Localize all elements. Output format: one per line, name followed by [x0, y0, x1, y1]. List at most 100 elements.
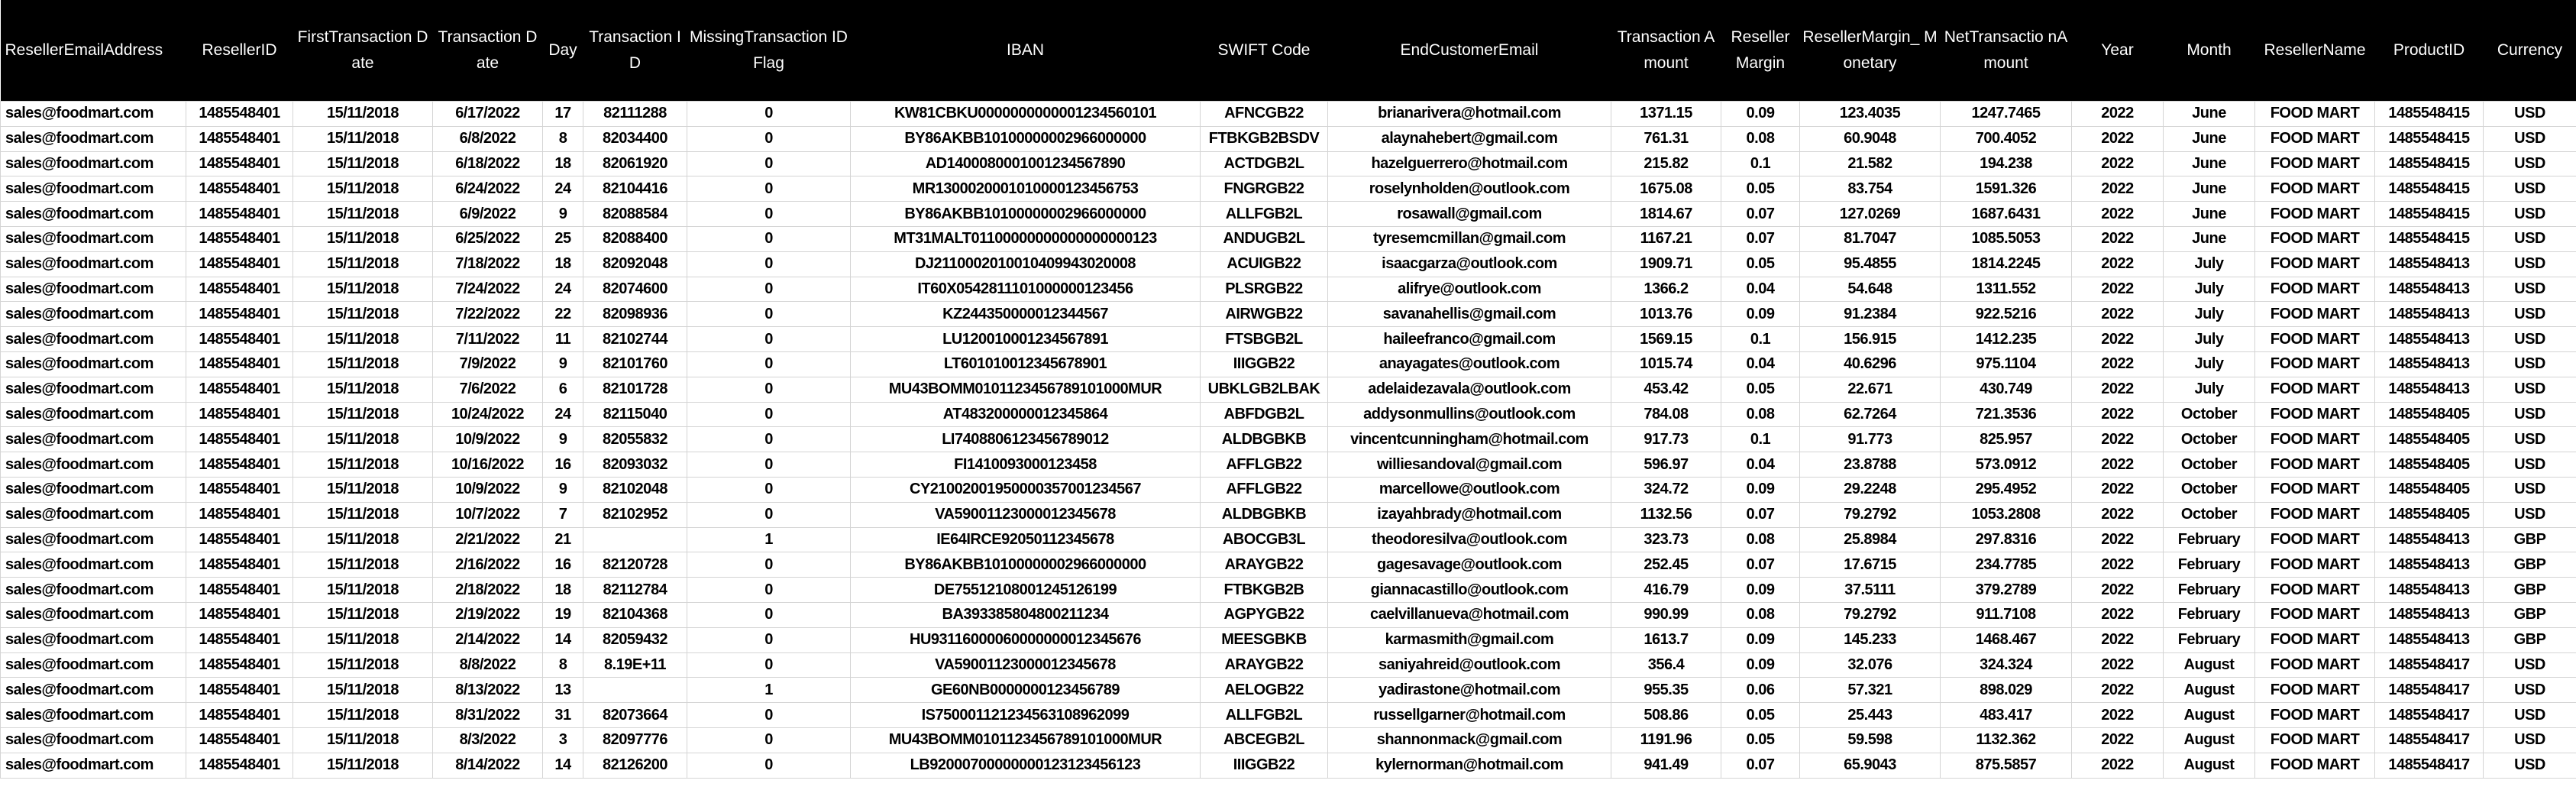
cell-net-transaction-amount[interactable]: 297.8316: [1940, 526, 2072, 553]
cell-net-transaction-amount[interactable]: 922.5216: [1940, 301, 2072, 328]
cell-transaction-id[interactable]: 82120728: [583, 552, 687, 578]
cell-product-id[interactable]: 1485548415: [2374, 151, 2484, 177]
cell-transaction-date[interactable]: 8/14/2022: [432, 752, 543, 779]
cell-reseller-margin-monetary[interactable]: 91.773: [1799, 426, 1941, 453]
cell-day[interactable]: 9: [542, 201, 583, 227]
cell-day[interactable]: 24: [542, 401, 583, 428]
cell-transaction-amount[interactable]: 1013.76: [1611, 301, 1721, 328]
cell-transaction-date[interactable]: 7/22/2022: [432, 301, 543, 328]
cell-net-transaction-amount[interactable]: 898.029: [1940, 677, 2072, 704]
cell-net-transaction-amount[interactable]: 1468.467: [1940, 627, 2072, 653]
cell-first-transaction-date[interactable]: 15/11/2018: [293, 727, 433, 753]
cell-day[interactable]: 7: [542, 501, 583, 528]
cell-iban[interactable]: VA59001123000012345678: [850, 652, 1201, 678]
cell-reseller-name[interactable]: FOOD MART: [2254, 627, 2375, 653]
cell-first-transaction-date[interactable]: 15/11/2018: [293, 125, 433, 152]
cell-reseller-name[interactable]: FOOD MART: [2254, 452, 2375, 478]
cell-transaction-date[interactable]: 7/18/2022: [432, 251, 543, 277]
cell-net-transaction-amount[interactable]: 234.7785: [1940, 552, 2072, 578]
cell-reseller-margin[interactable]: 0.07: [1721, 225, 1800, 252]
cell-reseller-name[interactable]: FOOD MART: [2254, 151, 2375, 177]
cell-swift-code[interactable]: ARAYGB22: [1200, 552, 1328, 578]
cell-reseller-margin[interactable]: 0.06: [1721, 677, 1800, 704]
cell-net-transaction-amount[interactable]: 324.324: [1940, 652, 2072, 678]
cell-currency[interactable]: USD: [2483, 401, 2576, 428]
cell-transaction-date[interactable]: 2/18/2022: [432, 577, 543, 603]
cell-transaction-id[interactable]: 82097776: [583, 727, 687, 753]
cell-reseller-margin-monetary[interactable]: 25.443: [1799, 702, 1941, 728]
cell-year[interactable]: 2022: [2071, 677, 2164, 704]
cell-swift-code[interactable]: AIRWGB22: [1200, 301, 1328, 328]
cell-first-transaction-date[interactable]: 15/11/2018: [293, 201, 433, 227]
cell-product-id[interactable]: 1485548413: [2374, 326, 2484, 352]
cell-reseller-margin[interactable]: 0.08: [1721, 526, 1800, 553]
cell-product-id[interactable]: 1485548415: [2374, 101, 2484, 127]
cell-net-transaction-amount[interactable]: 1085.5053: [1940, 225, 2072, 252]
cell-currency[interactable]: GBP: [2483, 601, 2576, 628]
cell-transaction-amount[interactable]: 955.35: [1611, 677, 1721, 704]
cell-reseller-email[interactable]: sales@foodmart.com: [0, 401, 186, 428]
cell-year[interactable]: 2022: [2071, 702, 2164, 728]
cell-transaction-date[interactable]: 6/18/2022: [432, 151, 543, 177]
cell-first-transaction-date[interactable]: 15/11/2018: [293, 151, 433, 177]
column-header-reseller-name[interactable]: ResellerName: [2254, 0, 2375, 102]
cell-transaction-amount[interactable]: 356.4: [1611, 652, 1721, 678]
cell-currency[interactable]: USD: [2483, 225, 2576, 252]
cell-reseller-margin-monetary[interactable]: 59.598: [1799, 727, 1941, 753]
cell-transaction-amount[interactable]: 761.31: [1611, 125, 1721, 152]
cell-transaction-id[interactable]: 82098936: [583, 301, 687, 328]
cell-month[interactable]: June: [2163, 176, 2255, 202]
cell-first-transaction-date[interactable]: 15/11/2018: [293, 251, 433, 277]
cell-day[interactable]: 8: [542, 652, 583, 678]
cell-iban[interactable]: LT601010012345678901: [850, 351, 1201, 377]
cell-iban[interactable]: VA59001123000012345678: [850, 501, 1201, 528]
cell-transaction-amount[interactable]: 215.82: [1611, 151, 1721, 177]
cell-reseller-id[interactable]: 1485548401: [186, 225, 293, 252]
cell-reseller-email[interactable]: sales@foodmart.com: [0, 452, 186, 478]
column-header-swift-code[interactable]: SWIFT Code: [1200, 0, 1328, 102]
cell-transaction-amount[interactable]: 1909.71: [1611, 251, 1721, 277]
cell-product-id[interactable]: 1485548405: [2374, 452, 2484, 478]
cell-year[interactable]: 2022: [2071, 752, 2164, 779]
cell-year[interactable]: 2022: [2071, 201, 2164, 227]
cell-reseller-id[interactable]: 1485548401: [186, 301, 293, 328]
cell-net-transaction-amount[interactable]: 1247.7465: [1940, 101, 2072, 127]
cell-reseller-id[interactable]: 1485548401: [186, 476, 293, 503]
cell-transaction-date[interactable]: 10/9/2022: [432, 476, 543, 503]
cell-transaction-id[interactable]: 82034400: [583, 125, 687, 152]
cell-reseller-name[interactable]: FOOD MART: [2254, 601, 2375, 628]
cell-currency[interactable]: GBP: [2483, 552, 2576, 578]
cell-year[interactable]: 2022: [2071, 176, 2164, 202]
cell-year[interactable]: 2022: [2071, 225, 2164, 252]
cell-iban[interactable]: AT483200000012345864: [850, 401, 1201, 428]
cell-first-transaction-date[interactable]: 15/11/2018: [293, 601, 433, 628]
cell-end-customer-email[interactable]: russellgarner@hotmail.com: [1327, 702, 1611, 728]
cell-reseller-margin-monetary[interactable]: 83.754: [1799, 176, 1941, 202]
cell-currency[interactable]: USD: [2483, 752, 2576, 779]
cell-currency[interactable]: USD: [2483, 176, 2576, 202]
cell-iban[interactable]: BA393385804800211234: [850, 601, 1201, 628]
cell-reseller-id[interactable]: 1485548401: [186, 351, 293, 377]
cell-month[interactable]: August: [2163, 652, 2255, 678]
cell-currency[interactable]: USD: [2483, 501, 2576, 528]
cell-missing-transaction-id-flag[interactable]: 0: [687, 577, 851, 603]
cell-product-id[interactable]: 1485548413: [2374, 627, 2484, 653]
cell-product-id[interactable]: 1485548413: [2374, 552, 2484, 578]
cell-day[interactable]: 16: [542, 552, 583, 578]
cell-reseller-id[interactable]: 1485548401: [186, 201, 293, 227]
cell-day[interactable]: 18: [542, 251, 583, 277]
cell-reseller-id[interactable]: 1485548401: [186, 677, 293, 704]
cell-month[interactable]: October: [2163, 501, 2255, 528]
cell-year[interactable]: 2022: [2071, 125, 2164, 152]
cell-reseller-id[interactable]: 1485548401: [186, 276, 293, 303]
cell-year[interactable]: 2022: [2071, 501, 2164, 528]
cell-reseller-email[interactable]: sales@foodmart.com: [0, 476, 186, 503]
cell-transaction-date[interactable]: 2/16/2022: [432, 552, 543, 578]
cell-product-id[interactable]: 1485548415: [2374, 176, 2484, 202]
cell-end-customer-email[interactable]: rosawall@gmail.com: [1327, 201, 1611, 227]
cell-transaction-date[interactable]: 2/19/2022: [432, 601, 543, 628]
cell-iban[interactable]: LI7408806123456789012: [850, 426, 1201, 453]
cell-transaction-id[interactable]: 82126200: [583, 752, 687, 779]
cell-missing-transaction-id-flag[interactable]: 0: [687, 151, 851, 177]
cell-net-transaction-amount[interactable]: 483.417: [1940, 702, 2072, 728]
